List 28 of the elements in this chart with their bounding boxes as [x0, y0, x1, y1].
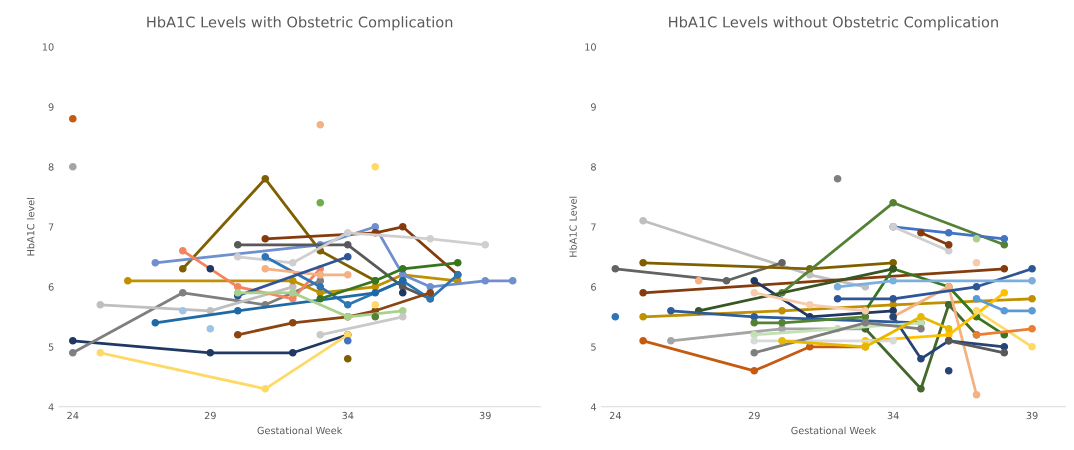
x-axis-title: Gestational Week [257, 426, 343, 435]
y-tick-label: 9 [591, 103, 596, 111]
y-tick-label: 7 [591, 223, 596, 231]
x-axis-title: Gestational Week [791, 426, 877, 435]
y-axis-title: HbA1C Level [569, 196, 577, 257]
y-tick-label: 5 [48, 343, 54, 351]
y-tick-label: 4 [48, 403, 54, 411]
x-tick-label: 34 [887, 411, 899, 420]
y-tick-label: 10 [585, 43, 596, 51]
y-axis-title: HbA1C level [26, 198, 35, 256]
y-tick-label: 6 [48, 283, 54, 291]
chart-title: HbA1C Levels without Obstetric Complication [669, 16, 998, 31]
y-tick-label: 8 [48, 163, 54, 171]
x-tick-label: 39 [479, 411, 491, 420]
x-tick-label: 29 [204, 411, 216, 420]
y-tick-label: 9 [48, 103, 54, 111]
chart-title: HbA1C Levels with Obstetric Complication [147, 16, 453, 31]
x-tick-label: 29 [748, 411, 760, 420]
y-tick-label: 5 [591, 343, 596, 351]
x-tick-label: 34 [342, 411, 354, 420]
y-tick-label: 7 [48, 223, 54, 231]
y-tick-label: 8 [591, 163, 596, 171]
y-tick-label: 10 [42, 43, 54, 51]
x-tick-label: 39 [1026, 411, 1038, 420]
x-tick-label: 24 [609, 411, 621, 420]
y-tick-label: 6 [591, 283, 596, 291]
x-tick-label: 24 [67, 411, 79, 420]
y-tick-label: 4 [590, 403, 597, 411]
